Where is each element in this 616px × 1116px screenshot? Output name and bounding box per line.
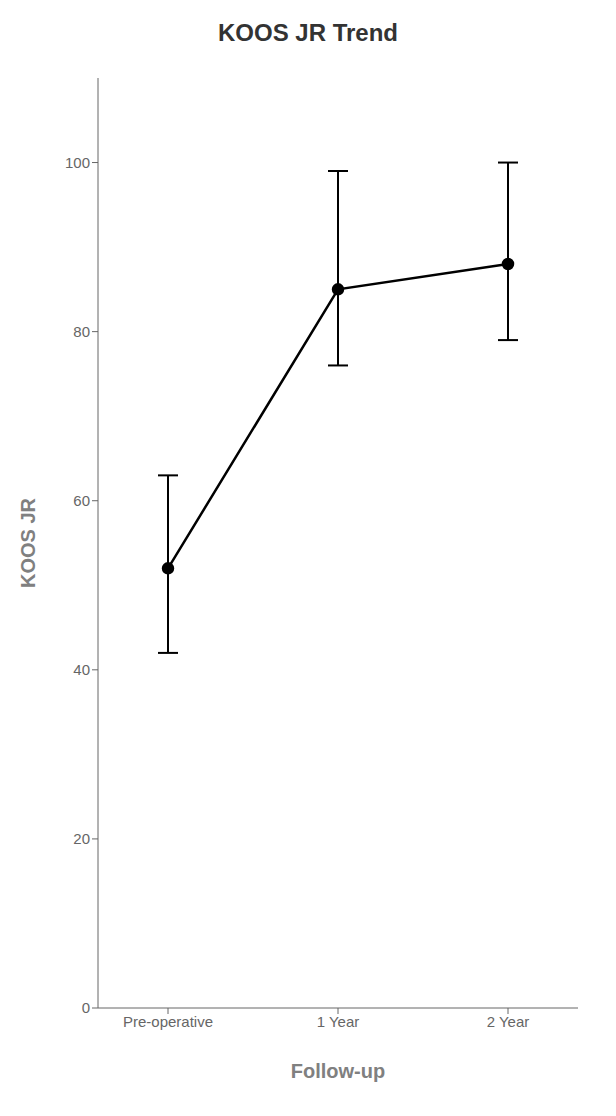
svg-text:20: 20 [73,830,90,847]
svg-text:1 Year: 1 Year [317,1013,360,1030]
html-text:KOOS JR Trend: KOOS JR Trend [218,19,398,46]
svg-text:Pre-operative: Pre-operative [123,1013,213,1030]
svg-text:40: 40 [73,661,90,678]
svg-text:KOOS JR: KOOS JR [17,497,39,588]
svg-text:0: 0 [82,999,90,1016]
svg-text:100: 100 [65,154,90,171]
svg-text:2 Year: 2 Year [487,1013,530,1030]
svg-text:60: 60 [73,492,90,509]
svg-text:Follow-up: Follow-up [291,1060,385,1082]
svg-text:80: 80 [73,323,90,340]
